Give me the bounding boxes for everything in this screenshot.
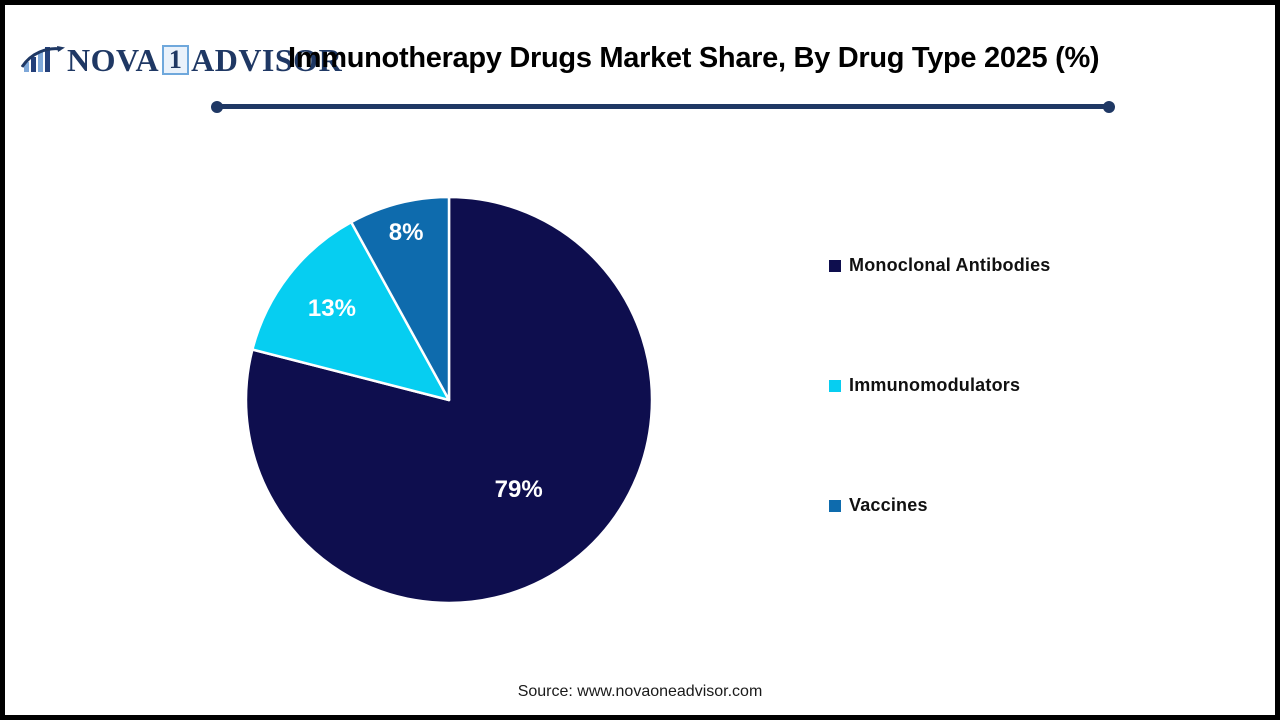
legend-item-immunomodulators: Immunomodulators (829, 369, 1051, 402)
source-attribution: Source: www.novaoneadvisor.com (517, 683, 763, 700)
legend-label-vaccines: Vaccines (849, 495, 928, 515)
logo-text-nova: NOVA (67, 41, 160, 78)
legend-item-monoclonal-antibodies: Monoclonal Antibodies (829, 249, 1051, 282)
chart-legend: Monoclonal Antibodies Immunomodulators V… (829, 249, 1051, 522)
legend-label-immunomodulators: Immunomodulators (849, 375, 1021, 395)
pie-slice-label-vaccines: 8% (388, 218, 424, 246)
legend-label-monoclonal-antibodies: Monoclonal Antibodies (849, 255, 1051, 275)
logo-one-badge: 1 (162, 45, 190, 75)
pie-slice-vaccines (349, 195, 451, 402)
legend-swatch-vaccines (829, 499, 841, 512)
pie-chart-svg (244, 195, 654, 605)
chart-title: Immunotherapy Drugs Market Share, By Dru… (288, 42, 1100, 74)
legend-item-vaccines: Vaccines (829, 489, 1051, 522)
pie-slice-label-monoclonal-antibodies: 79% (494, 475, 543, 503)
legend-swatch-monoclonal-antibodies (829, 259, 841, 272)
title-underline (211, 100, 1115, 113)
logo-text-advisor: ADVISOR (191, 41, 343, 78)
pie-slice-immunomodulators (251, 220, 451, 402)
nova-one-advisor-logo: NOVA 1 ADVISOR (21, 39, 342, 81)
pie-slice-label-immunomodulators: 13% (307, 295, 356, 323)
divider-right-dot (1103, 100, 1115, 113)
divider-left-dot (211, 100, 223, 113)
logo-bar-chart-icon (21, 46, 65, 72)
legend-swatch-immunomodulators (829, 379, 841, 392)
pie-chart: 79% 13% 8% (243, 194, 655, 606)
logo-wordmark: NOVA 1 ADVISOR (67, 42, 342, 79)
